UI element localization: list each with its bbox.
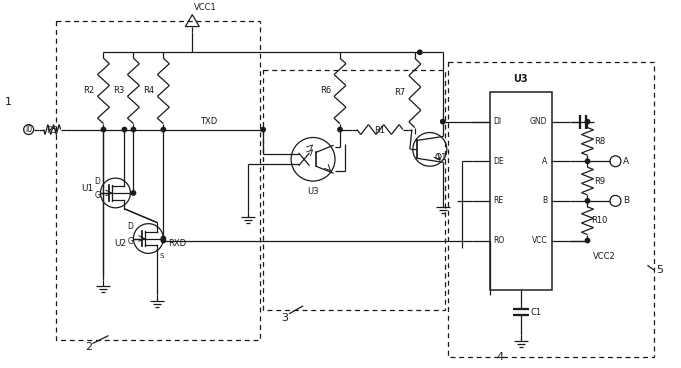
Text: D: D xyxy=(95,177,100,185)
Circle shape xyxy=(123,127,127,132)
Bar xyxy=(448,62,654,357)
Circle shape xyxy=(585,199,590,203)
Text: B: B xyxy=(623,197,629,205)
Text: R1: R1 xyxy=(375,125,385,135)
Text: DI: DI xyxy=(494,117,502,126)
Text: R8: R8 xyxy=(595,137,605,146)
Text: 3: 3 xyxy=(282,313,289,323)
Circle shape xyxy=(131,127,136,132)
Text: R6: R6 xyxy=(320,86,331,95)
Text: 1: 1 xyxy=(5,97,12,107)
Text: VCC1: VCC1 xyxy=(194,3,217,12)
Bar xyxy=(263,70,445,310)
Text: G: G xyxy=(95,191,100,201)
Text: U3: U3 xyxy=(513,74,528,84)
Text: TXD: TXD xyxy=(200,117,217,126)
Text: 4: 4 xyxy=(496,353,503,362)
Text: U3: U3 xyxy=(307,187,319,196)
Circle shape xyxy=(261,127,266,132)
Circle shape xyxy=(585,120,590,124)
Text: GND: GND xyxy=(530,117,548,126)
Circle shape xyxy=(417,50,422,54)
Text: VCC2: VCC2 xyxy=(592,252,615,261)
Text: G: G xyxy=(127,237,133,246)
Text: A: A xyxy=(542,157,548,166)
Circle shape xyxy=(161,236,165,241)
Circle shape xyxy=(161,127,165,132)
Text: R2: R2 xyxy=(83,86,95,95)
Bar xyxy=(490,92,552,290)
Text: RXD: RXD xyxy=(168,239,187,248)
Text: I0: I0 xyxy=(25,125,32,134)
Circle shape xyxy=(338,127,342,132)
Text: B: B xyxy=(543,197,548,205)
Text: Q1: Q1 xyxy=(434,153,447,162)
Circle shape xyxy=(161,238,165,243)
Text: A: A xyxy=(623,157,629,166)
Text: U2: U2 xyxy=(114,239,127,248)
Text: R3: R3 xyxy=(113,86,125,95)
Circle shape xyxy=(585,238,590,243)
Text: U1: U1 xyxy=(82,184,94,192)
Text: R10: R10 xyxy=(591,216,607,225)
Circle shape xyxy=(131,191,136,195)
Text: 5: 5 xyxy=(656,265,663,275)
Text: VCC: VCC xyxy=(532,236,548,245)
Text: C1: C1 xyxy=(530,308,542,317)
Circle shape xyxy=(441,120,445,124)
Text: R9: R9 xyxy=(595,177,605,185)
Text: RE: RE xyxy=(494,197,504,205)
Text: D: D xyxy=(127,222,133,231)
Bar xyxy=(56,21,260,340)
Circle shape xyxy=(101,127,106,132)
Text: 2: 2 xyxy=(85,343,92,353)
Circle shape xyxy=(585,159,590,163)
Text: R4: R4 xyxy=(143,86,155,95)
Text: DE: DE xyxy=(494,157,505,166)
Text: RO: RO xyxy=(494,236,505,245)
Text: R7: R7 xyxy=(394,88,406,98)
Text: S: S xyxy=(159,253,163,259)
Text: R5: R5 xyxy=(46,125,58,135)
